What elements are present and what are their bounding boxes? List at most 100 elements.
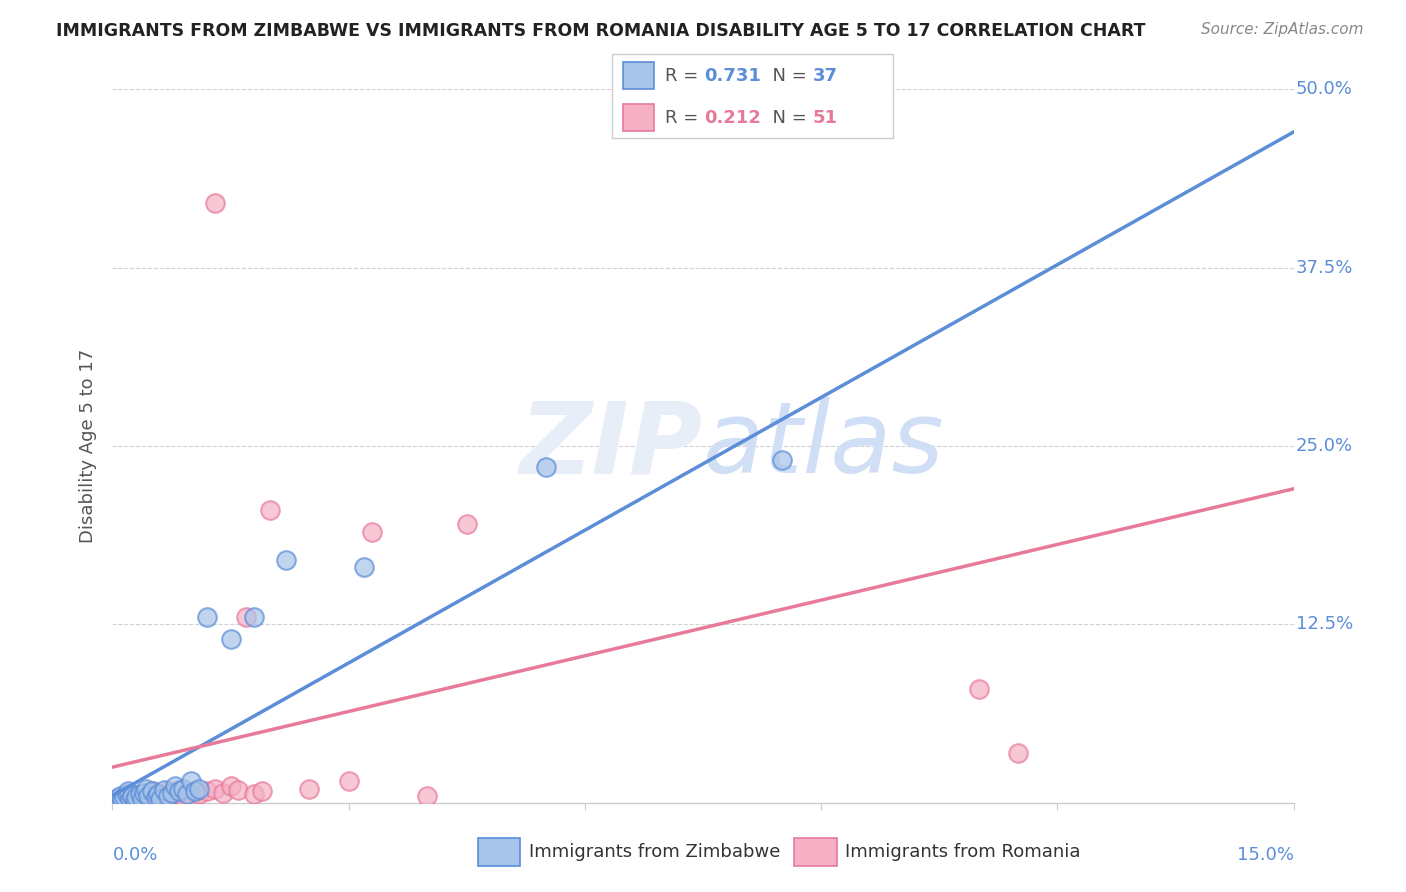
Text: 12.5%: 12.5% xyxy=(1296,615,1353,633)
Point xyxy=(129,787,152,801)
Point xyxy=(141,789,163,803)
Point xyxy=(274,553,297,567)
Point xyxy=(152,783,174,797)
Point xyxy=(125,794,148,808)
Point xyxy=(195,610,218,624)
Point xyxy=(176,786,198,800)
Point xyxy=(156,784,179,798)
Point xyxy=(112,790,135,805)
Point xyxy=(1007,746,1029,760)
Point xyxy=(456,517,478,532)
Point xyxy=(172,789,194,803)
Point xyxy=(117,791,139,805)
Point xyxy=(111,793,134,807)
Point xyxy=(117,784,139,798)
Point xyxy=(124,793,146,807)
Point xyxy=(353,560,375,574)
Point xyxy=(135,790,157,805)
Point xyxy=(534,460,557,475)
Text: Source: ZipAtlas.com: Source: ZipAtlas.com xyxy=(1201,22,1364,37)
Text: R =: R = xyxy=(665,109,704,127)
Text: 37: 37 xyxy=(813,67,838,85)
Point xyxy=(204,196,226,211)
Text: 25.0%: 25.0% xyxy=(1296,437,1353,455)
Text: IMMIGRANTS FROM ZIMBABWE VS IMMIGRANTS FROM ROMANIA DISABILITY AGE 5 TO 17 CORRE: IMMIGRANTS FROM ZIMBABWE VS IMMIGRANTS F… xyxy=(56,22,1146,40)
Point xyxy=(146,787,169,801)
Point xyxy=(172,781,194,796)
Point xyxy=(219,779,242,793)
Point xyxy=(112,793,135,807)
Text: N =: N = xyxy=(761,67,813,85)
Y-axis label: Disability Age 5 to 17: Disability Age 5 to 17 xyxy=(79,349,97,543)
Text: N =: N = xyxy=(761,109,813,127)
Point xyxy=(131,787,153,801)
Point xyxy=(243,787,266,801)
Point xyxy=(165,787,187,801)
Point xyxy=(149,791,172,805)
Point xyxy=(188,781,211,796)
Point xyxy=(135,781,157,796)
Text: 0.0%: 0.0% xyxy=(112,846,157,863)
Point xyxy=(180,774,202,789)
Point xyxy=(118,787,141,801)
Point xyxy=(132,793,155,807)
Point xyxy=(169,783,191,797)
Point xyxy=(129,791,152,805)
Point xyxy=(105,791,128,805)
Text: 37.5%: 37.5% xyxy=(1296,259,1353,277)
Text: 0.212: 0.212 xyxy=(704,109,761,127)
Point xyxy=(337,774,360,789)
Point xyxy=(136,789,159,803)
Point xyxy=(105,793,128,807)
Point xyxy=(107,794,129,808)
Point xyxy=(243,610,266,624)
Point xyxy=(121,793,143,807)
Text: Immigrants from Romania: Immigrants from Romania xyxy=(845,843,1080,861)
Point xyxy=(416,789,439,803)
Point xyxy=(139,791,162,805)
Text: 15.0%: 15.0% xyxy=(1236,846,1294,863)
Point xyxy=(188,787,211,801)
Point xyxy=(165,779,187,793)
Point xyxy=(250,784,273,798)
Point xyxy=(110,789,132,803)
Point xyxy=(770,453,793,467)
Point xyxy=(146,787,169,801)
Point xyxy=(160,786,183,800)
Point xyxy=(125,790,148,805)
Text: 51: 51 xyxy=(813,109,838,127)
Point xyxy=(118,791,141,805)
Point xyxy=(149,791,172,805)
Point xyxy=(115,787,138,801)
Point xyxy=(219,632,242,646)
Point xyxy=(211,786,233,800)
Point xyxy=(115,789,138,803)
Point xyxy=(141,784,163,798)
Point xyxy=(180,790,202,805)
Point xyxy=(176,787,198,801)
Point xyxy=(195,784,218,798)
Point xyxy=(111,790,134,805)
Point xyxy=(107,794,129,808)
Text: 50.0%: 50.0% xyxy=(1296,80,1353,98)
Point xyxy=(152,789,174,803)
Text: 0.731: 0.731 xyxy=(704,67,761,85)
Text: atlas: atlas xyxy=(703,398,945,494)
Point xyxy=(156,789,179,803)
Point xyxy=(361,524,384,539)
Point xyxy=(110,791,132,805)
Point xyxy=(145,790,167,805)
Point xyxy=(131,791,153,805)
Point xyxy=(228,783,250,797)
Text: ZIP: ZIP xyxy=(520,398,703,494)
Point xyxy=(169,784,191,798)
Point xyxy=(105,791,128,805)
Point xyxy=(259,503,281,517)
Point xyxy=(132,786,155,800)
Point xyxy=(184,784,207,798)
Point xyxy=(121,789,143,803)
Point xyxy=(127,789,149,803)
Point xyxy=(136,786,159,800)
Point xyxy=(298,781,321,796)
Point xyxy=(104,793,127,807)
